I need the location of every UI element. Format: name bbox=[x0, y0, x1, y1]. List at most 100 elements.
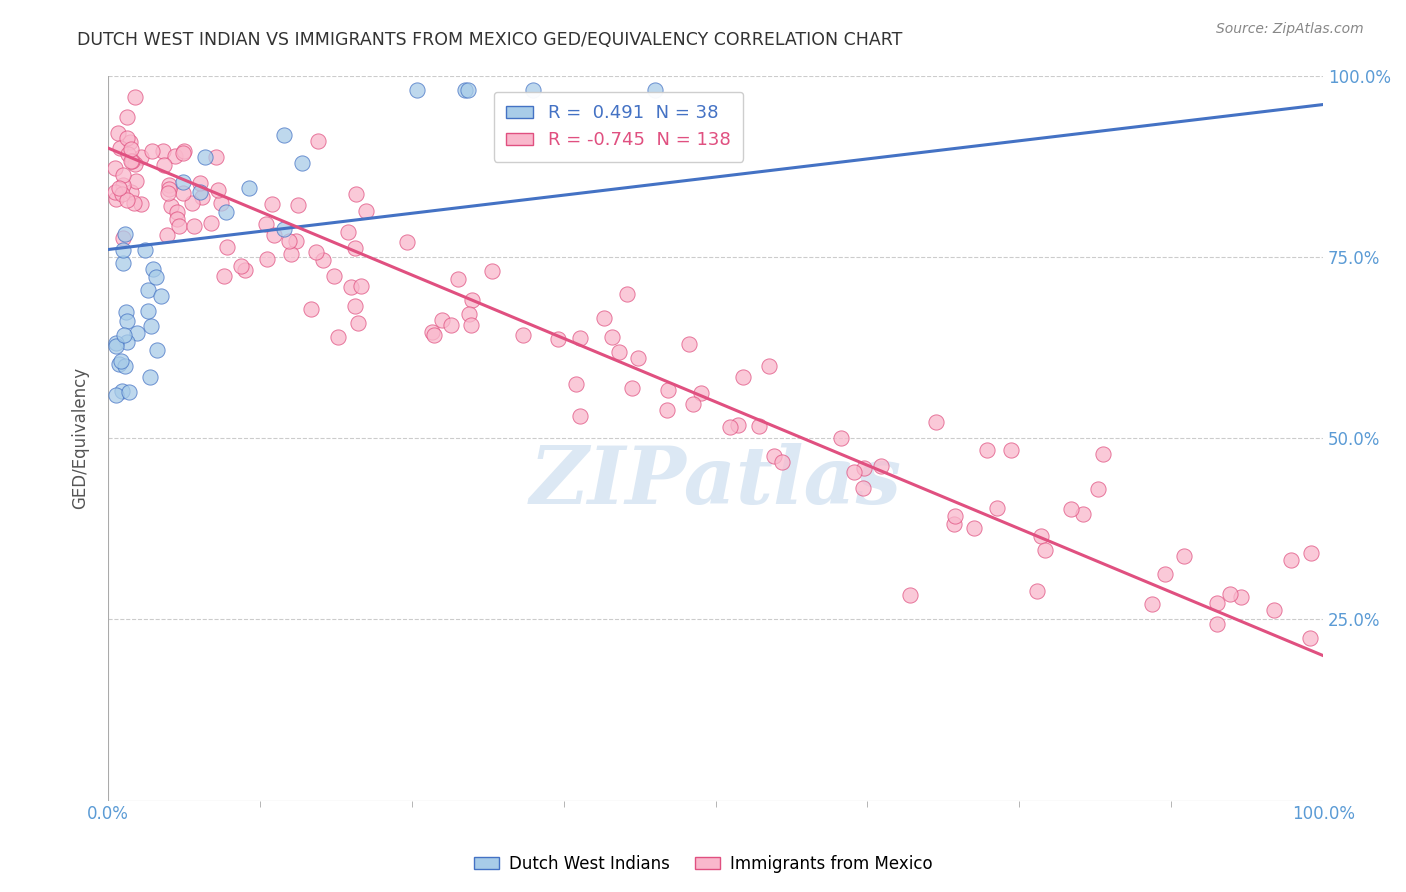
Point bbox=[627, 351, 650, 366]
Point bbox=[114, 227, 136, 241]
Point bbox=[898, 588, 921, 602]
Point bbox=[166, 204, 188, 219]
Point bbox=[167, 219, 190, 233]
Point bbox=[139, 319, 162, 334]
Point bbox=[190, 190, 212, 204]
Point bbox=[312, 253, 335, 268]
Point bbox=[165, 149, 187, 163]
Point bbox=[655, 403, 678, 417]
Point bbox=[173, 144, 195, 158]
Point bbox=[136, 283, 159, 297]
Point bbox=[111, 243, 134, 257]
Point bbox=[104, 192, 127, 206]
Point bbox=[129, 196, 152, 211]
Point bbox=[328, 330, 350, 344]
Point bbox=[263, 228, 285, 243]
Point bbox=[172, 146, 194, 161]
Point bbox=[943, 508, 966, 523]
Point bbox=[183, 219, 205, 234]
Point bbox=[607, 345, 630, 359]
Point bbox=[188, 176, 211, 190]
Point bbox=[273, 128, 295, 142]
Point bbox=[107, 126, 129, 140]
Point bbox=[139, 369, 162, 384]
Point bbox=[229, 259, 252, 273]
Point bbox=[731, 369, 754, 384]
Point bbox=[354, 203, 377, 218]
Point bbox=[284, 235, 307, 249]
Point bbox=[1091, 447, 1114, 461]
Point bbox=[212, 269, 235, 284]
Point bbox=[1140, 597, 1163, 611]
Point bbox=[461, 293, 484, 307]
Point bbox=[1025, 583, 1047, 598]
Point bbox=[748, 419, 770, 434]
Point bbox=[602, 329, 624, 343]
Point bbox=[943, 517, 966, 532]
Point bbox=[117, 131, 139, 145]
Point bbox=[1071, 508, 1094, 522]
Text: DUTCH WEST INDIAN VS IMMIGRANTS FROM MEXICO GED/EQUIVALENCY CORRELATION CHART: DUTCH WEST INDIAN VS IMMIGRANTS FROM MEX… bbox=[77, 31, 903, 49]
Point bbox=[758, 359, 780, 373]
Point bbox=[105, 387, 128, 401]
Point bbox=[1219, 587, 1241, 601]
Point bbox=[447, 271, 470, 285]
Point bbox=[322, 268, 344, 283]
Point bbox=[145, 269, 167, 284]
Point bbox=[157, 178, 180, 192]
Point bbox=[1000, 442, 1022, 457]
Point bbox=[1029, 529, 1052, 543]
Point bbox=[172, 186, 194, 200]
Point bbox=[209, 196, 232, 211]
Point bbox=[124, 174, 146, 188]
Point bbox=[115, 335, 138, 350]
Point bbox=[134, 244, 156, 258]
Point bbox=[1281, 553, 1303, 567]
Point bbox=[129, 150, 152, 164]
Point bbox=[115, 193, 138, 207]
Point bbox=[120, 143, 142, 157]
Point bbox=[522, 83, 544, 97]
Legend: Dutch West Indians, Immigrants from Mexico: Dutch West Indians, Immigrants from Mexi… bbox=[467, 848, 939, 880]
Point bbox=[621, 381, 644, 395]
Point bbox=[124, 157, 146, 171]
Point bbox=[205, 150, 228, 164]
Point bbox=[166, 211, 188, 226]
Point bbox=[194, 150, 217, 164]
Point bbox=[852, 481, 875, 495]
Point bbox=[152, 158, 174, 172]
Point bbox=[124, 90, 146, 104]
Point bbox=[146, 343, 169, 358]
Point bbox=[347, 317, 370, 331]
Point bbox=[256, 252, 278, 266]
Point bbox=[770, 455, 793, 469]
Point bbox=[235, 263, 257, 277]
Point bbox=[986, 500, 1008, 515]
Point bbox=[305, 244, 328, 259]
Point bbox=[925, 415, 948, 429]
Point bbox=[110, 141, 132, 155]
Point bbox=[111, 187, 134, 202]
Point bbox=[1299, 632, 1322, 646]
Point bbox=[207, 183, 229, 197]
Point bbox=[616, 286, 638, 301]
Point bbox=[172, 175, 194, 189]
Point bbox=[565, 376, 588, 391]
Point bbox=[481, 263, 503, 277]
Point bbox=[142, 261, 165, 276]
Point bbox=[762, 449, 785, 463]
Point bbox=[690, 386, 713, 401]
Point bbox=[1033, 543, 1056, 558]
Point bbox=[111, 256, 134, 270]
Point bbox=[180, 195, 202, 210]
Point bbox=[125, 326, 148, 340]
Point bbox=[273, 222, 295, 236]
Point bbox=[112, 327, 135, 342]
Point bbox=[108, 357, 131, 371]
Point bbox=[149, 289, 172, 303]
Point bbox=[440, 318, 463, 333]
Point bbox=[963, 521, 986, 535]
Point bbox=[111, 384, 134, 399]
Point bbox=[159, 199, 181, 213]
Point bbox=[299, 302, 322, 317]
